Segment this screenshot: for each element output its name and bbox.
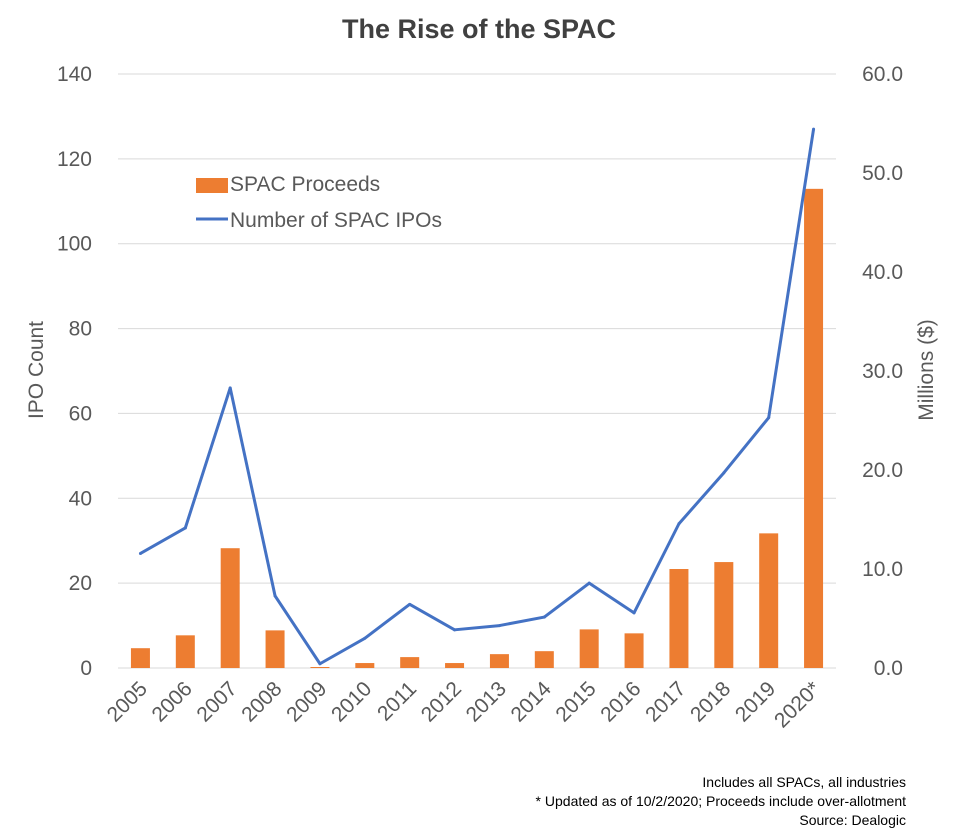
bar-spac-proceeds xyxy=(624,633,644,668)
x-tick-label: 2010 xyxy=(327,677,376,726)
point-spac-ipos xyxy=(228,386,232,390)
point-spac-ipos xyxy=(812,127,816,131)
point-spac-ipos xyxy=(497,624,501,628)
legend-swatch-proceeds xyxy=(196,178,228,193)
legend-label-proceeds: SPAC Proceeds xyxy=(230,173,380,196)
x-tick-label: 2020* xyxy=(770,677,825,732)
point-spac-ipos xyxy=(138,551,142,555)
chart-title: The Rise of the SPAC xyxy=(342,14,616,44)
line-series xyxy=(138,127,816,666)
x-tick-label: 2015 xyxy=(551,677,600,726)
right-axis-ticks: 0.0 10.0 20.0 30.0 40.0 50.0 60.0 xyxy=(862,63,903,680)
point-spac-ipos xyxy=(453,628,457,632)
point-spac-ipos xyxy=(408,602,412,606)
bar-spac-proceeds xyxy=(175,635,195,668)
x-tick-label: 2005 xyxy=(103,677,152,726)
left-tick-label: 20 xyxy=(69,572,92,595)
x-tick-label: 2009 xyxy=(282,677,331,726)
x-tick-label: 2006 xyxy=(148,677,197,726)
footnotes: Includes all SPACs, all industries * Upd… xyxy=(536,774,907,828)
right-tick-label: 50.0 xyxy=(862,162,903,185)
right-tick-label: 20.0 xyxy=(862,459,903,482)
bar-spac-proceeds xyxy=(400,657,420,668)
x-tick-label: 2007 xyxy=(192,677,241,726)
left-tick-label: 120 xyxy=(57,148,92,171)
gridlines xyxy=(118,73,836,669)
point-spac-ipos xyxy=(722,471,726,475)
legend-label-ipos: Number of SPAC IPOs xyxy=(230,209,442,232)
left-tick-label: 100 xyxy=(57,233,92,256)
point-spac-ipos xyxy=(587,581,591,585)
left-tick-label: 80 xyxy=(69,318,92,341)
x-tick-label: 2014 xyxy=(507,677,557,727)
x-tick-label: 2018 xyxy=(686,677,735,726)
line-spac-ipos xyxy=(139,128,816,666)
point-spac-ipos xyxy=(363,636,367,640)
bar-spac-proceeds xyxy=(220,548,240,668)
x-tick-label: 2012 xyxy=(417,677,466,726)
bar-spac-proceeds xyxy=(759,533,779,668)
point-spac-ipos xyxy=(767,416,771,420)
point-spac-ipos xyxy=(273,594,277,598)
x-tick-label: 2016 xyxy=(596,677,645,726)
right-tick-label: 40.0 xyxy=(862,261,903,284)
bar-spac-proceeds xyxy=(265,630,285,668)
bar-spac-proceeds xyxy=(579,629,599,668)
footnote-source: Source: Dealogic xyxy=(799,812,906,828)
x-tick-label: 2013 xyxy=(462,677,511,726)
point-spac-ipos xyxy=(632,611,636,615)
left-tick-label: 140 xyxy=(57,63,92,86)
left-tick-label: 60 xyxy=(69,402,92,425)
right-tick-label: 0.0 xyxy=(874,657,903,680)
bar-spac-proceeds xyxy=(804,188,824,668)
x-tick-label: 2017 xyxy=(641,677,690,726)
bar-spac-proceeds xyxy=(714,562,734,668)
x-tick-label: 2011 xyxy=(373,677,421,725)
bar-spac-proceeds xyxy=(489,654,509,668)
bar-series xyxy=(130,188,824,668)
bar-spac-proceeds xyxy=(669,569,689,668)
right-tick-label: 10.0 xyxy=(862,558,903,581)
point-spac-ipos xyxy=(542,615,546,619)
footnote-updated: * Updated as of 10/2/2020; Proceeds incl… xyxy=(536,793,907,809)
left-tick-label: 0 xyxy=(80,657,92,680)
bar-spac-proceeds xyxy=(130,648,150,668)
left-tick-label: 40 xyxy=(69,487,92,510)
right-tick-label: 30.0 xyxy=(862,360,903,383)
left-axis-ticks: 0 20 40 60 80 100 120 140 xyxy=(57,63,92,680)
point-spac-ipos xyxy=(183,526,187,530)
x-axis-ticks: 2005200620072008200920102011201220132014… xyxy=(103,677,825,732)
left-axis-title: IPO Count xyxy=(25,321,48,419)
x-tick-label: 2008 xyxy=(237,677,286,726)
right-axis-title: Millions ($) xyxy=(915,319,938,421)
bar-spac-proceeds xyxy=(534,651,554,668)
right-tick-label: 60.0 xyxy=(862,63,903,86)
point-spac-ipos xyxy=(318,662,322,666)
bar-spac-proceeds xyxy=(310,667,330,668)
bar-spac-proceeds xyxy=(445,663,465,668)
bar-spac-proceeds xyxy=(355,663,375,668)
legend: SPAC Proceeds Number of SPAC IPOs xyxy=(196,173,442,232)
footnote-industries: Includes all SPACs, all industries xyxy=(702,774,906,790)
point-spac-ipos xyxy=(677,522,681,526)
